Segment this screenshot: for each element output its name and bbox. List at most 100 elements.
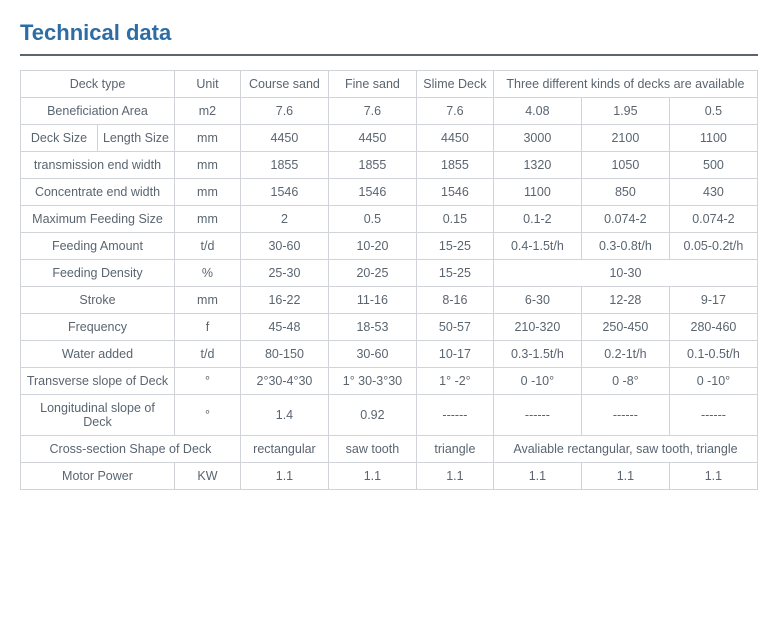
cell: 1546 [328,179,416,206]
cell: ° [174,368,240,395]
table-row: Stroke mm 16-22 11-16 8-16 6-30 12-28 9-… [21,287,758,314]
cell: 1100 [493,179,581,206]
table-row: transmission end width mm 1855 1855 1855… [21,152,758,179]
cell: t/d [174,341,240,368]
cell: 45-48 [240,314,328,341]
cell: 1546 [416,179,493,206]
cell: ------ [493,395,581,436]
cell: 10-30 [493,260,757,287]
cell: 7.6 [328,98,416,125]
cell: ------ [416,395,493,436]
cell: 0.074-2 [581,206,669,233]
cell: 1.1 [669,463,757,490]
section-title: Technical data [20,20,758,46]
cell: ------ [581,395,669,436]
cell: 1546 [240,179,328,206]
table-row: Feeding Density % 25-30 20-25 15-25 10-3… [21,260,758,287]
cell: 1° 30-3°30 [328,368,416,395]
table-row: Beneficiation Area m2 7.6 7.6 7.6 4.08 1… [21,98,758,125]
cell: 10-20 [328,233,416,260]
cell: 18-53 [328,314,416,341]
header-three-kinds: Three different kinds of decks are avail… [493,71,757,98]
row-label: Beneficiation Area [21,98,175,125]
cell: 15-25 [416,260,493,287]
cell: 7.6 [240,98,328,125]
cell: 4450 [416,125,493,152]
cell: 430 [669,179,757,206]
row-label: Maximum Feeding Size [21,206,175,233]
cell: 30-60 [240,233,328,260]
cell: 0.1-0.5t/h [669,341,757,368]
header-fine-sand: Fine sand [328,71,416,98]
cell: 8-16 [416,287,493,314]
cell: 2100 [581,125,669,152]
cell: 20-25 [328,260,416,287]
cell: 0.4-1.5t/h [493,233,581,260]
row-label: Stroke [21,287,175,314]
row-label: Transverse slope of Deck [21,368,175,395]
table-row: Cross-section Shape of Deck rectangular … [21,436,758,463]
cell: 0.2-1t/h [581,341,669,368]
cell: 12-28 [581,287,669,314]
header-course-sand: Course sand [240,71,328,98]
cell: 2°30-4°30 [240,368,328,395]
header-slime-deck: Slime Deck [416,71,493,98]
cell: 25-30 [240,260,328,287]
cell: 10-17 [416,341,493,368]
cell: 0 -10° [493,368,581,395]
cell: ------ [669,395,757,436]
table-row: Water added t/d 80-150 30-60 10-17 0.3-1… [21,341,758,368]
row-label: Feeding Density [21,260,175,287]
cell: 0.05-0.2t/h [669,233,757,260]
cell: mm [174,152,240,179]
cell: 1855 [328,152,416,179]
table-row: Maximum Feeding Size mm 2 0.5 0.15 0.1-2… [21,206,758,233]
cell: 250-450 [581,314,669,341]
table-row: Deck Size Length Size mm 4450 4450 4450 … [21,125,758,152]
cell: 11-16 [328,287,416,314]
cell: 850 [581,179,669,206]
cell: 1.4 [240,395,328,436]
cell: 1.1 [581,463,669,490]
cell: KW [174,463,240,490]
cell: 4.08 [493,98,581,125]
cell: 2 [240,206,328,233]
cell: 0.15 [416,206,493,233]
cell: 16-22 [240,287,328,314]
row-sublabel: Length Size [97,125,174,152]
cell: triangle [416,436,493,463]
cell: 1.1 [240,463,328,490]
cell: 1100 [669,125,757,152]
cell: 6-30 [493,287,581,314]
cell: 280-460 [669,314,757,341]
cell: m2 [174,98,240,125]
cell: 0.074-2 [669,206,757,233]
cell: 0 -10° [669,368,757,395]
cell: 1.1 [416,463,493,490]
cell: Avaliable rectangular, saw tooth, triang… [493,436,757,463]
table-row: Feeding Amount t/d 30-60 10-20 15-25 0.4… [21,233,758,260]
row-label: Deck Size [21,125,98,152]
row-label: Water added [21,341,175,368]
table-row: Longitudinal slope of Deck ° 1.4 0.92 --… [21,395,758,436]
cell: 4450 [240,125,328,152]
cell: 7.6 [416,98,493,125]
header-unit: Unit [174,71,240,98]
cell: 0.5 [669,98,757,125]
title-divider [20,54,758,56]
cell: 0.1-2 [493,206,581,233]
cell: 1.1 [493,463,581,490]
cell: 1050 [581,152,669,179]
cell: 9-17 [669,287,757,314]
cell: rectangular [240,436,328,463]
cell: 0.92 [328,395,416,436]
row-label: transmission end width [21,152,175,179]
row-label: Concentrate end width [21,179,175,206]
cell: mm [174,206,240,233]
row-label: Motor Power [21,463,175,490]
cell: 3000 [493,125,581,152]
cell: 500 [669,152,757,179]
cell: mm [174,125,240,152]
cell: 1855 [416,152,493,179]
technical-data-table: Deck type Unit Course sand Fine sand Sli… [20,70,758,490]
